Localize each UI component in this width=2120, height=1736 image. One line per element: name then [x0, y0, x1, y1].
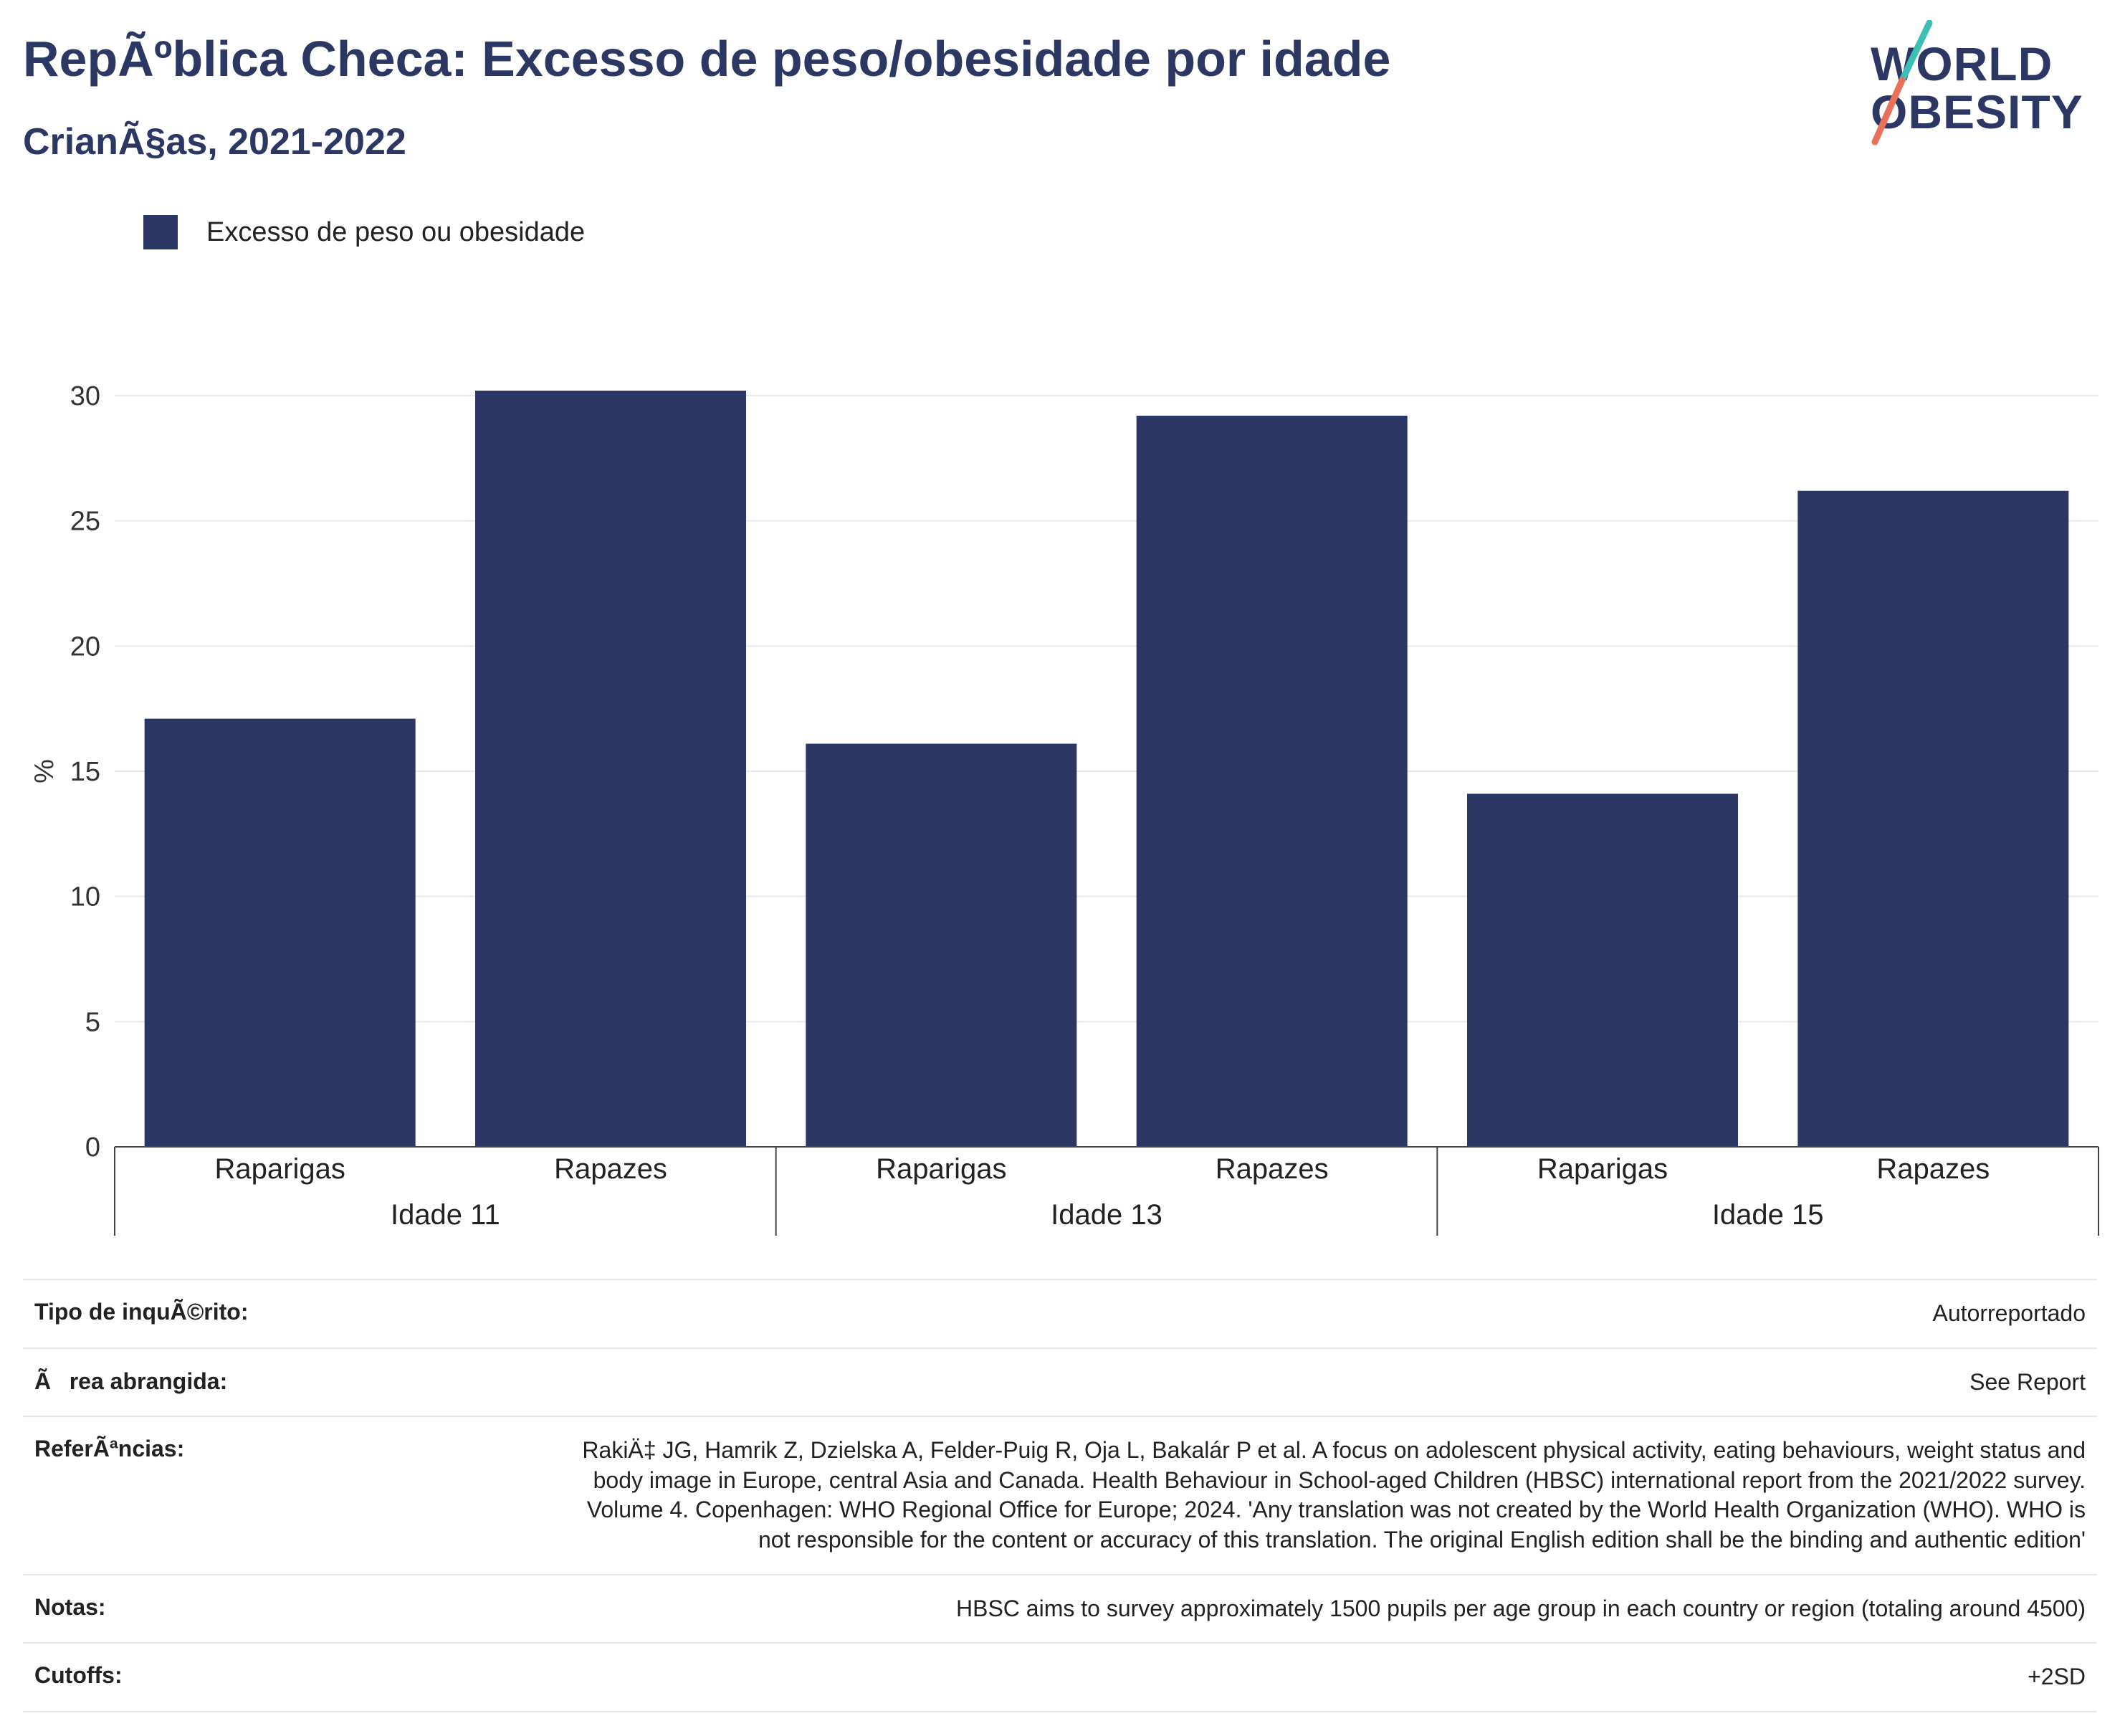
x-group-label: Idade 11 — [391, 1199, 500, 1231]
info-key: Notas: — [34, 1593, 106, 1620]
x-group-label: Idade 15 — [1712, 1199, 1824, 1231]
info-value: RakiÄ‡ JG, Hamrik Z, Dzielska A, Felder-… — [582, 1437, 2086, 1553]
info-key: ReferÃªncias: — [34, 1436, 185, 1462]
x-category-label: Rapazes — [1876, 1153, 1990, 1185]
info-row: ReferÃªncias: RakiÄ‡ JG, Hamrik Z, Dziels… — [23, 1416, 2097, 1573]
bar — [1467, 793, 1738, 1147]
y-tick-label: 30 — [70, 381, 100, 411]
y-axis-ticks: 0 5 10 15 20 25 30 — [70, 381, 100, 1163]
y-tick-label: 10 — [70, 882, 100, 912]
bar — [806, 743, 1077, 1147]
info-value: Autorreportado — [1932, 1300, 2086, 1326]
logo-text-line2: OBESITY — [1871, 85, 2083, 138]
info-row: Notas: HBSC aims to survey approximately … — [23, 1573, 2097, 1643]
x-axis: Raparigas Rapazes Idade 11 Raparigas Rapazes… — [114, 1146, 2099, 1236]
y-tick-label: 25 — [70, 507, 100, 537]
bar — [1797, 490, 2069, 1147]
logo-slash-top — [1899, 20, 1933, 84]
y-axis-label: % — [29, 759, 59, 783]
logo-slash-icon — [1871, 20, 1933, 146]
x-category-label: Raparigas — [215, 1153, 345, 1185]
legend: Excesso de peso ou obesidade — [143, 212, 585, 252]
bar — [1136, 415, 1408, 1147]
gridlines — [115, 395, 2098, 1023]
logo-slash-bottom — [1871, 77, 1906, 146]
legend-label: Excesso de peso ou obesidade — [206, 216, 586, 247]
y-tick-label: 15 — [70, 757, 100, 787]
info-row: Ãrea abrangida: See Report — [23, 1347, 2097, 1416]
world-obesity-logo: WORLD OBESITY — [1863, 20, 2107, 149]
chart-subtitle: CrianÃ§as, 2021-2022 — [23, 121, 406, 163]
x-group-label: Idade 13 — [1051, 1199, 1162, 1231]
info-key: Ãrea abrangida: — [34, 1368, 228, 1394]
info-row: Cutoffs: +2SD — [23, 1642, 2097, 1712]
info-key: Tipo de inquÃ©rito: — [34, 1299, 249, 1325]
bar — [144, 718, 416, 1147]
chart-title: RepÃºblica Checa: Excesso de peso/obesid… — [23, 31, 1391, 87]
y-tick-label: 20 — [70, 631, 100, 662]
x-category-label: Raparigas — [1537, 1153, 1668, 1185]
x-category-label: Rapazes — [554, 1153, 667, 1185]
info-row: Tipo de inquÃ©rito: Autorreportado — [23, 1279, 2097, 1348]
y-tick-label: 5 — [85, 1007, 100, 1037]
info-key: Cutoffs: — [34, 1662, 123, 1689]
bars — [144, 391, 2069, 1147]
bar — [475, 391, 746, 1147]
info-table: Tipo de inquÃ©rito: Autorreportado Ãrea a… — [23, 1279, 2097, 1712]
info-value: +2SD — [2028, 1664, 2086, 1690]
legend-swatch — [143, 215, 178, 249]
x-category-label: Rapazes — [1216, 1153, 1329, 1185]
x-category-label: Raparigas — [876, 1153, 1006, 1185]
y-tick-label: 0 — [85, 1132, 100, 1163]
info-value: See Report — [1969, 1368, 2086, 1395]
info-value: HBSC aims to survey approximately 1500 p… — [956, 1595, 2086, 1621]
